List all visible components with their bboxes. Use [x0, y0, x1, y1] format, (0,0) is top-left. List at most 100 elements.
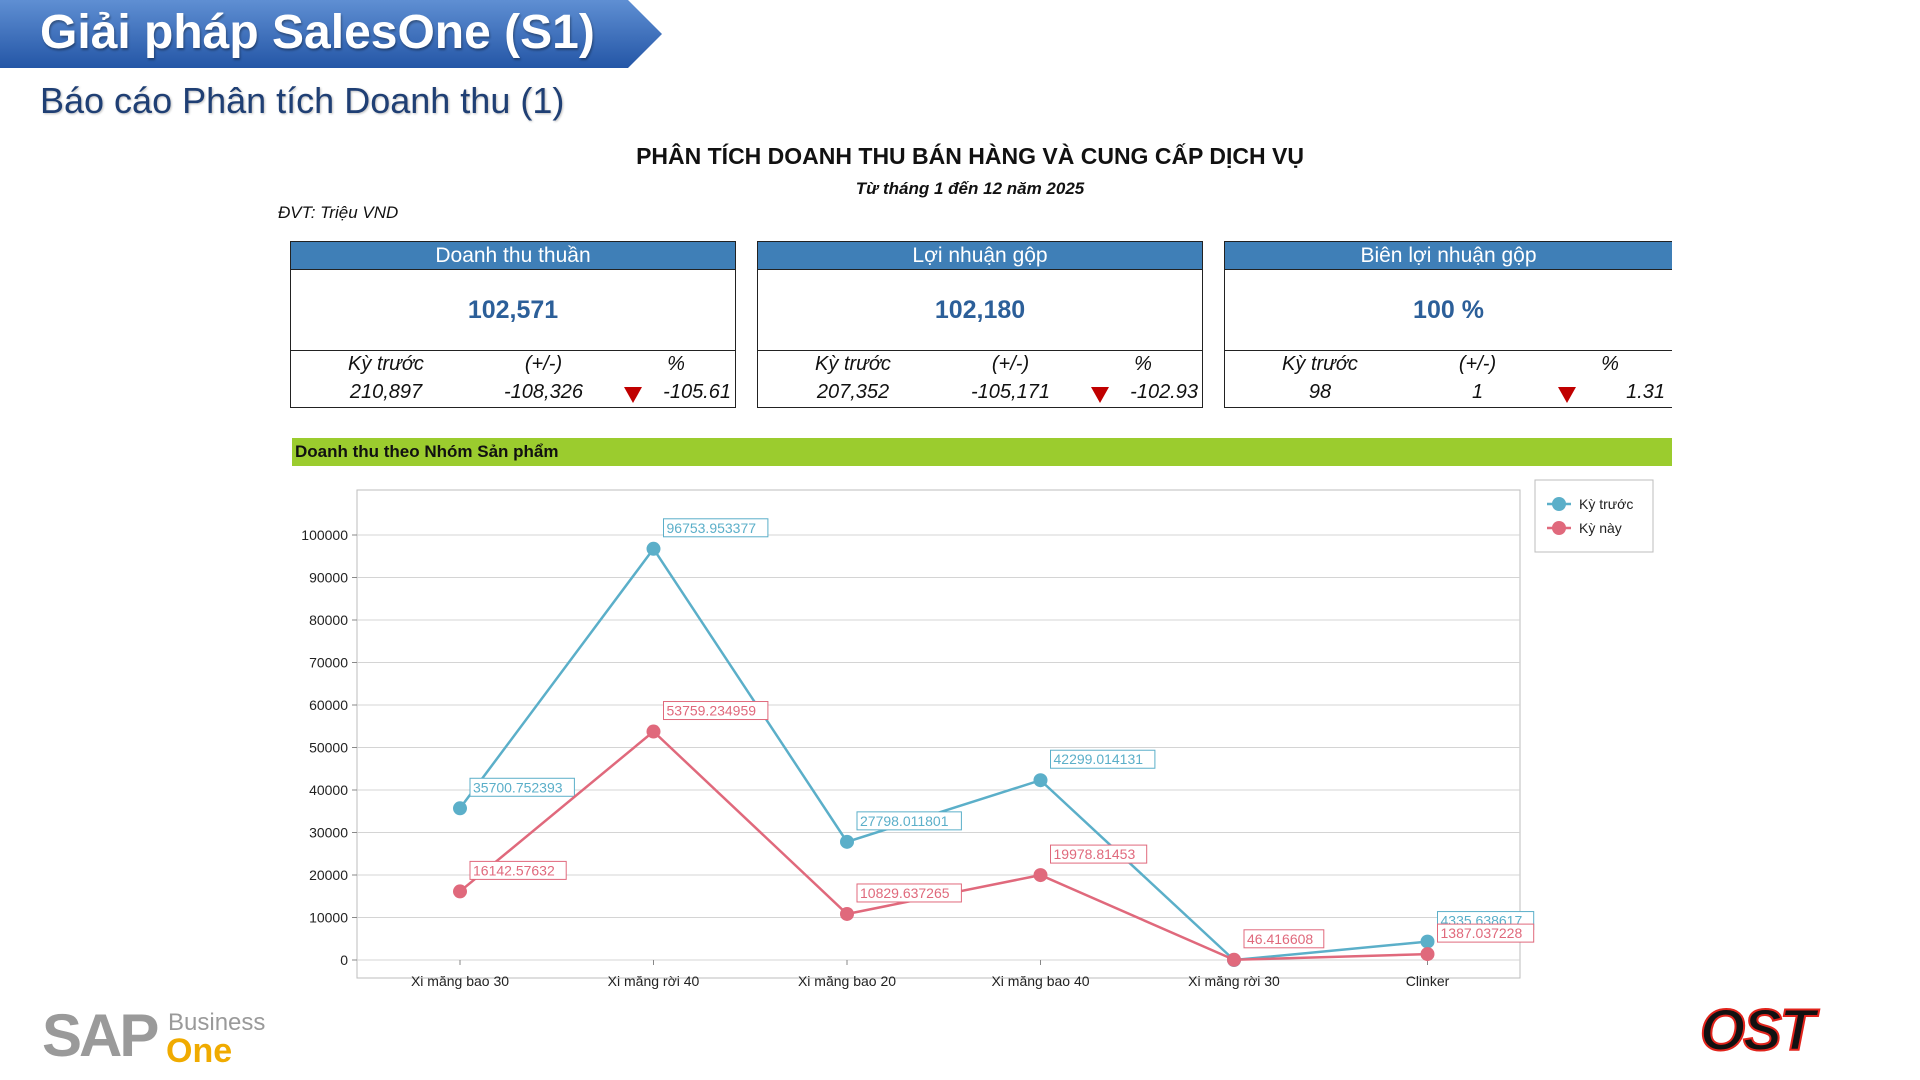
data-label-box — [1050, 844, 1148, 864]
data-label: 27798.011801 — [860, 813, 949, 829]
data-label-box — [856, 883, 962, 903]
x-tick-label: Xi măng bao 30 — [411, 973, 509, 989]
data-label: 16142.57632 — [473, 862, 555, 878]
kpi-diff-value: 1 — [1471, 381, 1484, 403]
data-point — [840, 834, 854, 849]
data-point — [1420, 934, 1435, 949]
sap-business-one-logo: SAP Business One — [42, 1002, 265, 1070]
x-tick-label: Clinker — [1406, 973, 1450, 989]
plot-area — [356, 489, 1521, 979]
data-label: 46.416608 — [1247, 931, 1313, 947]
kpi-pct-label: % — [1134, 353, 1152, 375]
data-point — [453, 884, 467, 899]
data-label: 19978.81453 — [1054, 846, 1136, 862]
data-label-box — [663, 518, 769, 538]
kpi-values-row: 210,897 -108,326 -105.61 — [291, 379, 735, 407]
data-label: 42299.014131 — [1054, 751, 1144, 767]
y-tick-label: 50000 — [309, 740, 348, 756]
legend-entry: Kỳ trước — [1579, 496, 1633, 512]
data-label: 10829.637265 — [860, 885, 950, 901]
kpi-value: 102,571 — [291, 270, 735, 351]
title-banner: Giải pháp SalesOne (S1) — [0, 0, 662, 68]
data-label: 1387.037228 — [1441, 925, 1523, 941]
x-tick-label: Xi măng rời 40 — [608, 973, 700, 989]
revenue-line-chart: 0 10000 20000 30000 40000 50000 60000 70000 8000… — [301, 479, 1654, 989]
kpi-prev-value: 98 — [1308, 381, 1332, 403]
kpi-header-row: Kỳ trước (+/-) % — [1225, 351, 1672, 379]
y-tick-label: 10000 — [309, 910, 348, 926]
section-header: Doanh thu theo Nhóm Sản phẩm — [292, 438, 1672, 466]
x-tick-label: Xi măng bao 40 — [991, 973, 1089, 989]
data-point — [1227, 952, 1241, 967]
kpi-pct-value: 1.31 — [1626, 381, 1665, 403]
kpi-pct-label: % — [1601, 353, 1619, 375]
data-label-box — [469, 860, 567, 880]
kpi-header-row: Kỳ trước (+/-) % — [758, 351, 1202, 379]
data-label-box — [663, 701, 769, 721]
y-tick-label: 0 — [340, 952, 348, 968]
kpi-card-net-revenue: Doanh thu thuần 102,571 Kỳ trước (+/-) %… — [290, 241, 736, 408]
kpi-values-row: 98 1 1.31 — [1225, 379, 1672, 407]
kpi-prev-label: Kỳ trước — [815, 353, 891, 375]
data-label-box — [1050, 749, 1156, 769]
svg-text:SAP: SAP — [42, 1002, 157, 1069]
kpi-pct-label: % — [667, 353, 685, 375]
y-tick-label: 20000 — [309, 867, 348, 883]
legend — [1534, 479, 1654, 553]
down-arrow-icon — [1091, 387, 1109, 403]
kpi-card-gross-profit: Lợi nhuận gộp 102,180 Kỳ trước (+/-) % 2… — [757, 241, 1203, 408]
data-point — [1033, 773, 1048, 788]
svg-text:OST: OST — [1700, 1000, 1820, 1060]
data-label-box — [1437, 923, 1535, 943]
kpi-title: Doanh thu thuần — [291, 242, 735, 270]
y-tick-label: 60000 — [309, 697, 348, 713]
slide-subtitle: Báo cáo Phân tích Doanh thu (1) — [40, 80, 565, 121]
series-line-ky-truoc — [458, 546, 1428, 962]
kpi-value: 102,180 — [758, 270, 1202, 351]
data-point — [840, 906, 854, 921]
banner-shape — [0, 0, 662, 68]
y-tick-label: 100000 — [301, 527, 348, 543]
data-point — [646, 541, 661, 556]
x-tick-label: Xi măng bao 20 — [798, 973, 896, 989]
data-label: 53759.234959 — [667, 703, 757, 719]
y-tick-label: 80000 — [309, 612, 348, 628]
y-tick-label: 70000 — [309, 655, 348, 671]
x-tick-label: Xi măng rời 30 — [1188, 973, 1280, 989]
svg-text:Business: Business — [168, 1009, 265, 1036]
legend-swatch-marker — [1552, 521, 1566, 535]
svg-text:One: One — [166, 1032, 232, 1070]
kpi-values-row: 207,352 -105,171 -102.93 — [758, 379, 1202, 407]
unit-label: ĐVT: Triệu VND — [278, 203, 399, 222]
kpi-diff-label: (+/-) — [1458, 353, 1497, 375]
kpi-prev-label: Kỳ trước — [348, 353, 424, 375]
data-label: 96753.953377 — [667, 520, 757, 536]
kpi-diff-label: (+/-) — [524, 353, 563, 375]
down-arrow-icon — [1558, 387, 1576, 403]
kpi-title: Lợi nhuận gộp — [758, 242, 1202, 270]
section-title: Doanh thu theo Nhóm Sản phẩm — [295, 442, 559, 461]
kpi-diff-label: (+/-) — [991, 353, 1030, 375]
y-tick-label: 90000 — [309, 570, 348, 586]
data-point — [453, 801, 467, 816]
kpi-title: Biên lợi nhuận gộp — [1225, 242, 1672, 270]
kpi-pct-value: -105.61 — [663, 381, 731, 403]
legend-entry: Kỳ này — [1579, 520, 1622, 536]
data-label-box — [1243, 929, 1325, 949]
data-label: 35700.752393 — [473, 779, 563, 795]
down-arrow-icon — [624, 387, 642, 403]
report-title: PHÂN TÍCH DOANH THU BÁN HÀNG VÀ CUNG CẤP… — [636, 143, 1304, 169]
kpi-diff-value: -108,326 — [504, 381, 583, 403]
data-label-box — [856, 811, 962, 831]
data-label-box — [469, 777, 575, 797]
data-point — [646, 724, 661, 739]
y-tick-label: 40000 — [309, 782, 348, 798]
kpi-value: 100 % — [1225, 270, 1672, 351]
kpi-card-gross-margin: Biên lợi nhuận gộp 100 % Kỳ trước (+/-) … — [1224, 241, 1672, 408]
report-period: Từ tháng 1 đến 12 năm 2025 — [855, 179, 1085, 198]
ost-logo: OST — [1700, 1000, 1823, 1060]
y-tick-label: 30000 — [309, 825, 348, 841]
slide-title: Giải pháp SalesOne (S1) — [40, 6, 595, 59]
kpi-prev-label: Kỳ trước — [1282, 353, 1358, 375]
data-point — [1033, 868, 1048, 883]
